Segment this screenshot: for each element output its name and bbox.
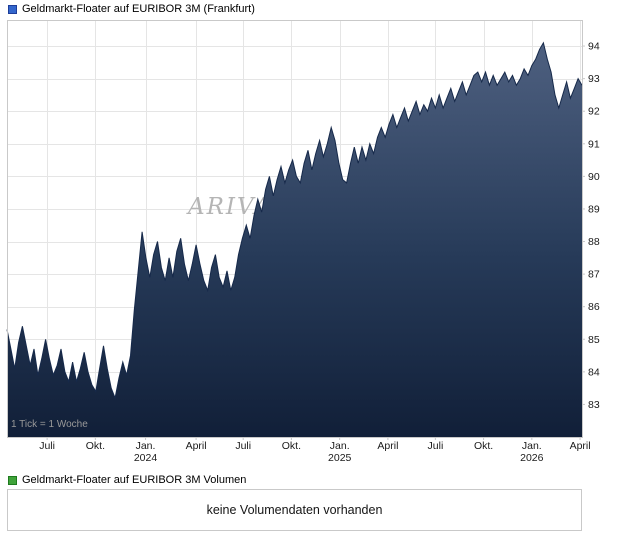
x-axis-label: Jan. (330, 440, 350, 452)
y-axis-label: 92 (588, 106, 600, 118)
volume-empty-message: keine Volumendaten vorhanden (206, 503, 383, 517)
y-axis-label: 86 (588, 301, 600, 313)
y-axis-label: 83 (588, 399, 600, 411)
x-axis-label: April (570, 440, 591, 452)
x-axis-label: Okt. (86, 440, 105, 452)
x-axis-label: Okt. (282, 440, 301, 452)
y-axis-label: 88 (588, 236, 600, 248)
tick-interval-note: 1 Tick = 1 Woche (11, 419, 88, 430)
x-axis-year-label: 2026 (520, 452, 544, 464)
x-axis-year-label: 2025 (328, 452, 352, 464)
x-axis-label: Jan. (522, 440, 542, 452)
volume-empty-box: keine Volumendaten vorhanden (7, 489, 582, 531)
y-axis-label: 94 (588, 41, 600, 53)
x-axis-label: Juli (428, 440, 444, 452)
x-axis-label: April (186, 440, 207, 452)
y-axis-label: 85 (588, 334, 600, 346)
price-chart-title: Geldmarkt-Floater auf EURIBOR 3M (Frankf… (22, 3, 255, 15)
x-axis-label: Juli (235, 440, 251, 452)
volume-chart-title: Geldmarkt-Floater auf EURIBOR 3M Volumen (22, 474, 247, 486)
x-axis-label: Jan. (136, 440, 156, 452)
volume-series-header: Geldmarkt-Floater auf EURIBOR 3M Volumen (8, 474, 246, 486)
price-area (7, 42, 582, 438)
price-line (6, 41, 583, 400)
volume-series-swatch (8, 475, 17, 485)
x-axis-label: April (377, 440, 398, 452)
price-series-header: Geldmarkt-Floater auf EURIBOR 3M (Frankf… (8, 3, 255, 15)
y-axis-label: 93 (588, 73, 600, 85)
price-series-swatch (8, 4, 17, 14)
y-axis-label: 84 (588, 366, 600, 378)
plot-border (7, 20, 583, 438)
y-axis-label: 87 (588, 269, 600, 281)
y-axis-label: 91 (588, 138, 600, 150)
x-axis-label: Juli (39, 440, 55, 452)
y-axis-label: 90 (588, 171, 600, 183)
x-axis-label: Okt. (474, 440, 493, 452)
x-axis-year-label: 2024 (134, 452, 158, 464)
y-axis-label: 89 (588, 204, 600, 216)
